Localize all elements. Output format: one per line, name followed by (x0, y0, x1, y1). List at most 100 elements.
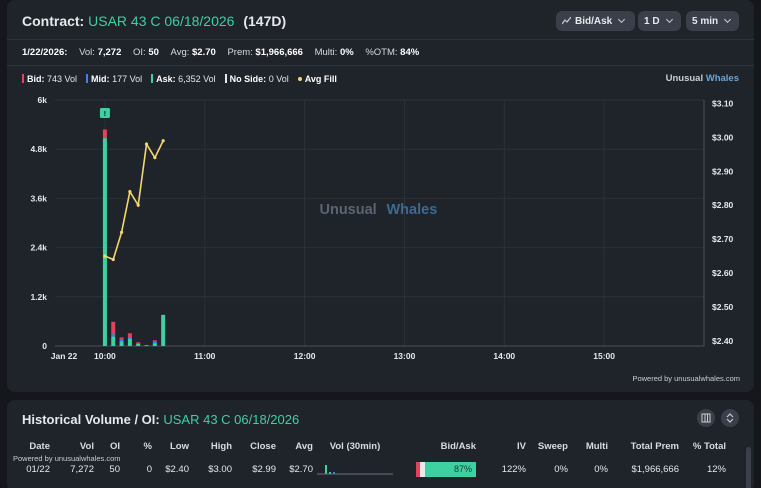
table-header-row: Date Vol OI % Low High Close Avg Vol (30… (7, 437, 726, 456)
bar-ask (119, 341, 124, 346)
bar-bid (127, 333, 132, 337)
cell-bidask: 87% (397, 456, 489, 483)
divider (7, 39, 754, 40)
legend-mid[interactable]: Mid: 177 Vol (86, 74, 142, 84)
bar-mid (136, 343, 141, 344)
col-high[interactable]: High (210, 441, 232, 452)
table-scrollbar[interactable] (746, 447, 751, 488)
y-tick-label-right: $2.90 (712, 166, 734, 176)
avg-fill-dot (297, 77, 302, 81)
divider (7, 65, 754, 66)
cell-vol30-sparkline (313, 456, 397, 483)
brand-logo-small: Unusual Whales (666, 73, 739, 84)
col-avg[interactable]: Avg (295, 441, 313, 452)
col-low[interactable]: Low (170, 441, 189, 452)
columns-toggle-button[interactable] (697, 409, 715, 427)
bidask-mode-label: Bid/Ask (575, 15, 613, 27)
historical-panel: Historical Volume / OI: USAR 43 C 06/18/… (7, 400, 754, 488)
bar-ask (161, 314, 166, 346)
bar-ask (111, 336, 116, 346)
bidask-bid-segment (416, 462, 420, 477)
x-tick-label: 14:00 (493, 351, 515, 361)
col-iv[interactable]: IV (517, 441, 526, 452)
legend-bid[interactable]: Bid: 743 Vol (22, 74, 77, 84)
contract-symbol[interactable]: USAR 43 C 06/18/2026 (88, 13, 235, 29)
x-tick-label: 15:00 (593, 351, 615, 361)
avg-fill-point (128, 190, 132, 194)
legend-mid-value: 177 Vol (112, 74, 143, 84)
col-vol30[interactable]: Vol (30min) (329, 441, 381, 452)
avg-fill-point (161, 139, 165, 143)
stats-oi-label: OI: (133, 47, 146, 58)
legend-bid-label: Bid: (27, 74, 45, 84)
watermark-part2: Whales (387, 202, 438, 218)
volume-chart[interactable]: 0 1.2k 2.4k 3.6k 4.8k 6k $2.40 $2.50 $2.60 $2.70 $… (7, 90, 754, 370)
alert-marker (99, 108, 110, 118)
col-close[interactable]: Close (250, 441, 276, 452)
col-sweep[interactable]: Sweep (537, 441, 568, 452)
contract-stats: 1/22/2026: Vol: 7,272 OI: 50 Avg: $2.70 … (22, 47, 419, 58)
bar-mid (119, 339, 124, 342)
cell-pct-total: 12% (706, 464, 726, 475)
ask-swatch (151, 74, 154, 83)
legend-avgfill-label: Avg Fill (304, 74, 337, 84)
avg-fill-point (136, 203, 140, 207)
table-row[interactable]: 01/22 7,272 50 0 $2.40 $3.00 $2.99 $2.70 (7, 456, 726, 483)
avg-fill-point (111, 257, 115, 262)
bar-mid (152, 341, 157, 344)
y-tick-label-right: $3.00 (712, 132, 734, 142)
sort-toggle-button[interactable] (721, 409, 739, 427)
line-chart-icon (562, 17, 571, 25)
cell-avg: $2.70 (289, 464, 313, 475)
bar-mid (127, 336, 132, 339)
chevron-down-icon (665, 15, 673, 24)
brand-part2: Whales (705, 73, 739, 84)
bidask-mode-dropdown[interactable]: Bid/Ask (556, 11, 635, 31)
col-pct[interactable]: % (143, 441, 152, 452)
bar-mid (111, 334, 116, 337)
col-date[interactable]: Date (29, 441, 50, 452)
stats-multi-label: Multi: (314, 47, 338, 58)
cell-multi: 0% (594, 464, 608, 475)
col-multi[interactable]: Multi (585, 441, 608, 452)
col-bidask[interactable]: Bid/Ask (440, 441, 476, 452)
legend-avg-fill[interactable]: Avg Fill (297, 74, 337, 84)
range-dropdown[interactable]: 1 D (638, 11, 681, 31)
cell-low: $2.40 (165, 464, 189, 475)
cell-sweep: 0% (554, 464, 568, 475)
historical-title: Historical Volume / OI: USAR 43 C 06/18/… (22, 412, 299, 427)
bar-bid (111, 321, 116, 335)
historical-title-label: Historical Volume / OI: (22, 412, 160, 427)
stats-vol: 7,272 (97, 47, 122, 58)
stats-vol-label: Vol: (79, 47, 95, 58)
interval-dropdown[interactable]: 5 min (686, 11, 739, 31)
col-total-prem[interactable]: Total Prem (630, 441, 679, 452)
col-vol[interactable]: Vol (79, 441, 94, 452)
days-to-expiry: (147D) (243, 13, 287, 29)
bar-ask (127, 338, 132, 346)
historical-table: Date Vol OI % Low High Close Avg Vol (30… (7, 437, 726, 483)
x-tick-label: 11:00 (194, 351, 216, 361)
cell-total-prem: $1,966,666 (631, 464, 679, 475)
y-tick-label-left: 4.8k (30, 144, 47, 154)
bar-bid (152, 340, 157, 342)
stats-otm: 84% (400, 47, 420, 58)
col-oi[interactable]: OI (109, 441, 120, 452)
bar-ask (144, 345, 149, 346)
mid-swatch (86, 74, 89, 83)
legend-noside-value: 0 Vol (268, 74, 289, 84)
chart-panel: Contract: USAR 43 C 06/18/2026 (147D) Bi… (7, 0, 754, 392)
avg-fill-point (144, 142, 149, 146)
legend-ask-label: Ask: (156, 74, 176, 84)
cell-vol: 7,272 (70, 464, 94, 475)
columns-icon (701, 413, 711, 423)
cell-date: 01/22 (26, 464, 50, 475)
x-tick-label: 12:00 (294, 351, 316, 361)
legend-ask[interactable]: Ask: 6,352 Vol (151, 74, 216, 84)
brand-part1: Unusual (665, 73, 704, 84)
x-tick-label: Jan 22 (51, 351, 78, 361)
historical-contract[interactable]: USAR 43 C 06/18/2026 (163, 412, 300, 427)
legend-noside[interactable]: No Side: 0 Vol (224, 74, 289, 84)
chart-legend: Bid: 743 Vol Mid: 177 Vol Ask: 6,352 Vol… (22, 74, 337, 84)
col-pct-total[interactable]: % Total (692, 441, 726, 452)
